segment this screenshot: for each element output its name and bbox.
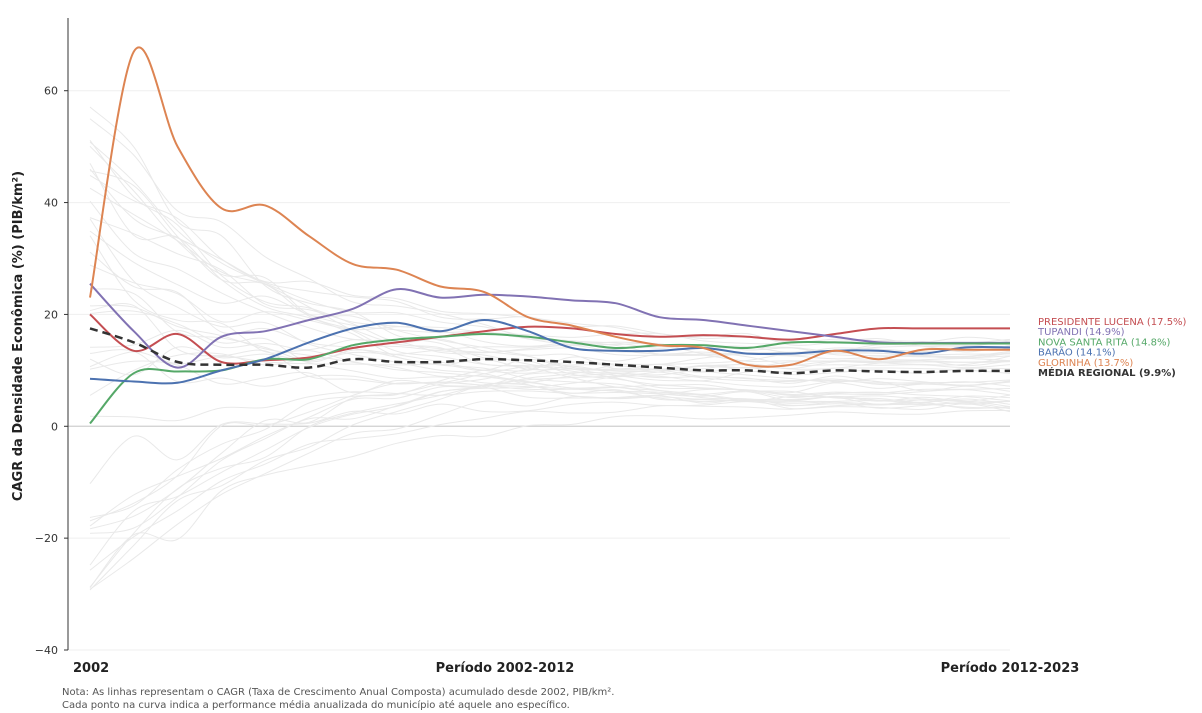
series-line [89,46,1010,368]
x-axis-ticks: 2002 Período 2002-2012 Período 2012-2023 [73,661,1079,676]
background-series-line [89,218,1011,410]
background-series-line [89,264,1011,345]
series-label: BARÃO (14.1%) [1038,346,1116,359]
background-series-line [89,168,1011,344]
y-axis-label: CAGR da Densidade Econômica (%) (PIB/km²… [11,171,26,501]
grid-lines [68,90,1010,651]
highlighted-series-lines [89,46,1011,425]
chart-note: Nota: As linhas representam o CAGR (Taxa… [62,686,614,712]
background-series-line [89,359,1011,591]
series-line [89,327,1011,375]
background-series-line [89,118,1011,369]
note-line-1: Nota: As linhas representam o CAGR (Taxa… [62,687,615,698]
background-series-line [89,381,1011,590]
series-label: PRESIDENTE LUCENA (17.5%) [1038,317,1187,328]
background-series-line [89,187,1011,358]
series-line [89,313,1010,365]
background-municipality-lines [89,106,1011,591]
background-series-line [89,163,1011,408]
background-series-line [89,409,1011,589]
background-series-line [89,106,1011,403]
x-tick-2002: 2002 [73,661,109,676]
y-tick-label: 20 [44,308,58,321]
background-series-line [89,401,1011,484]
y-tick-label: 0 [51,420,58,433]
background-series-line [89,329,1011,360]
y-axis-ticks: 60 40 20 0 −20 −40 [35,85,68,657]
background-series-line [89,355,1011,588]
background-series-line [89,360,1011,566]
series-label: MÉDIA REGIONAL (9.9%) [1038,366,1176,379]
x-tick-period-2002-2012: Período 2002-2012 [436,661,575,676]
x-tick-period-2012-2023: Período 2012-2023 [941,661,1080,676]
series-label: GLORINHA (13.7%) [1038,358,1133,369]
y-tick-label: −20 [35,532,58,545]
background-series-line [89,360,1011,406]
series-label: NOVA SANTA RITA (14.8%) [1038,337,1171,348]
series-labels: PRESIDENTE LUCENA (17.5%)TUPANDI (14.9%)… [1037,317,1187,379]
cagr-line-chart: 60 40 20 0 −20 −40 2002 Período 2002-2012 Per… [11,18,1187,676]
series-line [89,283,1010,369]
y-tick-label: −40 [35,644,58,657]
background-series-line [89,344,1011,530]
background-series-line [89,141,1011,405]
note-line-2: Cada ponto na curva indica a performance… [62,700,570,711]
background-series-line [89,145,1011,386]
background-series-line [89,217,1011,364]
y-tick-label: 60 [44,85,58,98]
background-series-line [89,235,1011,403]
series-label: TUPANDI (14.9%) [1037,327,1125,338]
background-series-line [89,170,1011,402]
background-series-line [89,360,1011,527]
background-series-line [89,341,1011,376]
background-series-line [89,352,1011,518]
y-tick-label: 40 [44,197,58,210]
background-series-line [89,350,1011,522]
